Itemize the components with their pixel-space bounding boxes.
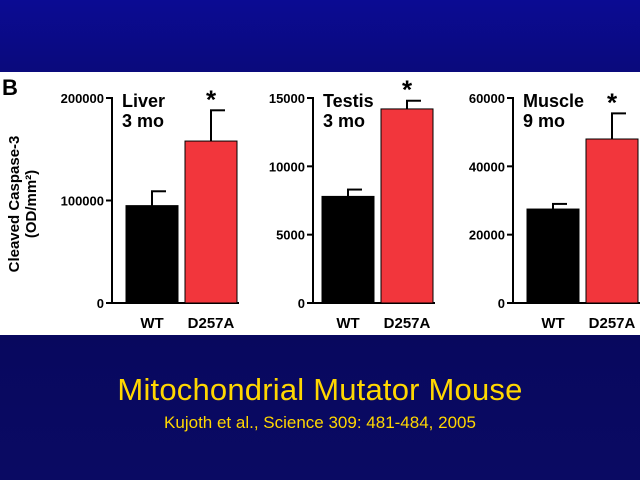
y-tick-label: 10000 <box>269 159 305 174</box>
x-category-label: WT <box>140 315 163 332</box>
chart-title-tissue: Muscle <box>523 91 584 111</box>
x-category-label: WT <box>336 315 359 332</box>
slide-citation: Kujoth et al., Science 309: 481-484, 200… <box>164 413 476 432</box>
chart-title-age: 3 mo <box>323 111 365 131</box>
y-axis-label: Cleaved Caspase-3 (OD/mm²) <box>6 136 40 273</box>
x-category-label: D257A <box>384 315 431 332</box>
bar-wt <box>526 208 580 304</box>
slide-title: Mitochondrial Mutator Mouse <box>117 372 523 407</box>
chart-title-tissue: Testis <box>323 91 374 111</box>
bar-d257a <box>184 140 238 304</box>
bar-chart-figure: B Cleaved Caspase-3 (OD/mm²) 01000002000… <box>2 75 640 332</box>
bar-d257a <box>380 108 434 304</box>
y-tick-label: 40000 <box>469 159 505 174</box>
y-tick-label: 15000 <box>269 91 305 106</box>
y-tick-label: 20000 <box>469 228 505 243</box>
y-tick-label: 0 <box>298 296 305 311</box>
x-category-label: D257A <box>589 315 636 332</box>
y-tick-label: 0 <box>97 296 104 311</box>
significance-marker: * <box>206 84 217 114</box>
y-tick-label: 0 <box>498 296 505 311</box>
significance-marker: * <box>402 75 413 105</box>
panel-label: B <box>2 75 18 100</box>
y-axis-label-line2: (OD/mm²) <box>23 170 40 238</box>
x-category-label: WT <box>541 315 564 332</box>
y-tick-label: 200000 <box>61 91 104 106</box>
y-tick-label: 100000 <box>61 194 104 209</box>
significance-marker: * <box>607 87 618 117</box>
bar-wt <box>321 195 375 304</box>
y-tick-label: 5000 <box>276 228 305 243</box>
x-category-label: D257A <box>188 315 235 332</box>
chart-title-tissue: Liver <box>122 91 165 111</box>
y-tick-label: 60000 <box>469 91 505 106</box>
chart-title-age: 3 mo <box>122 111 164 131</box>
chart-title-age: 9 mo <box>523 111 565 131</box>
bar-wt <box>125 205 179 304</box>
bar-d257a <box>585 138 639 304</box>
figure-panel: B Cleaved Caspase-3 (OD/mm²) 0 100000 2000… <box>0 72 640 335</box>
y-axis-label-line1: Cleaved Caspase-3 <box>6 136 23 273</box>
